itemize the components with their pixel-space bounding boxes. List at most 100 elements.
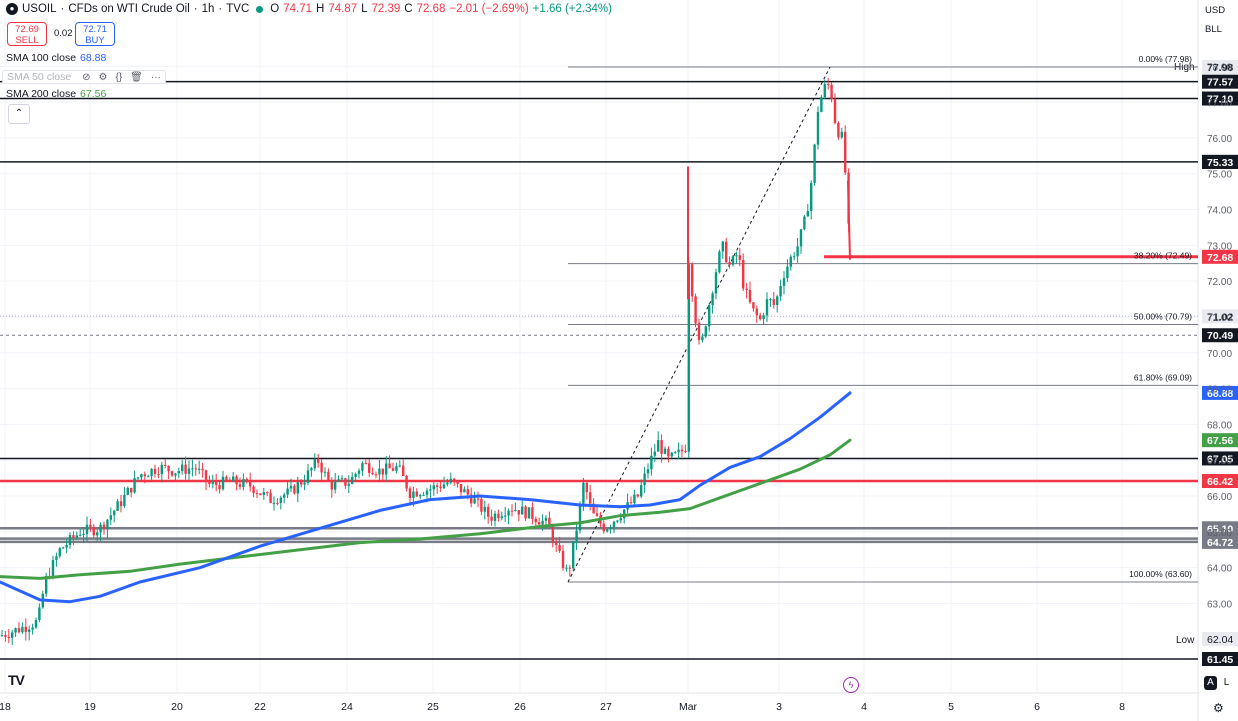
candle-body (218, 484, 221, 490)
x-tick-label: 27 (600, 701, 612, 713)
low-label: L (361, 3, 368, 15)
delete-icon[interactable]: 🗑 (130, 72, 143, 83)
sell-button[interactable]: 72.69 SELL (7, 22, 47, 46)
hide-icon[interactable]: ⊘ (82, 72, 91, 83)
candle-body (531, 507, 534, 519)
candle-body (286, 488, 289, 495)
candle-body (99, 524, 102, 533)
candle-body (38, 607, 41, 621)
candle-body (194, 468, 197, 470)
candle-body (820, 97, 823, 112)
indicator-sma100[interactable]: SMA 100 close 68.88 (6, 52, 106, 64)
candle-body (347, 483, 350, 486)
candle-body (738, 255, 741, 260)
candle-body (92, 526, 95, 536)
candle-body (68, 535, 72, 545)
candle-body (259, 493, 262, 495)
candle-body (680, 449, 684, 452)
axis-label: 71.02 (1207, 311, 1233, 323)
candle-body (446, 482, 449, 485)
low-value: 72.39 (371, 3, 401, 15)
sell-label: SELL (15, 35, 39, 46)
candle-body (187, 468, 191, 474)
candle-body (725, 241, 728, 263)
lightning-icon[interactable]: ϟ (843, 677, 859, 693)
candle-body (320, 462, 323, 473)
axis-label-bg (1202, 328, 1238, 343)
time-axis[interactable]: 18 19 20 22 24 25 26 27 Mar 3 4 5 6 8 (0, 701, 1125, 713)
y-tick-label: 72.00 (1207, 277, 1232, 288)
candle-body (116, 501, 119, 511)
open-label: O (270, 3, 280, 15)
symbol-interval: 1h (201, 3, 215, 15)
symbol-legend[interactable]: ● USOIL · CFDs on WTI Crude Oil · 1h · TVC … (6, 3, 612, 15)
candle-body (476, 498, 480, 500)
candle-body (140, 474, 143, 478)
candle-body (170, 471, 174, 476)
level-price-label-bg (1202, 651, 1238, 666)
candle-body (555, 543, 558, 545)
close-value: 72.68 (416, 3, 446, 15)
candle-body (62, 547, 65, 549)
candle-body (225, 476, 228, 481)
high-price-label-bg (1202, 60, 1238, 74)
candle-body (473, 498, 476, 504)
candle-body (769, 299, 772, 301)
candle-body (34, 620, 38, 628)
gear-icon[interactable]: ⚙ (1213, 701, 1224, 715)
x-tick-label: 3 (776, 701, 782, 713)
sma200-line (0, 438, 852, 580)
candle-body (782, 278, 786, 286)
candle-body (844, 131, 847, 173)
indicator-label: SMA 200 close (6, 88, 77, 100)
candle-body (249, 480, 252, 487)
unit-label[interactable]: BLL (1205, 24, 1222, 35)
candle-body (745, 288, 748, 290)
indicator-value: 68.88 (80, 52, 107, 64)
y-tick-label: 75.00 (1207, 170, 1232, 181)
y-tick-label: 63.00 (1207, 599, 1232, 610)
y-tick-label: 78.00 (1207, 62, 1232, 73)
candle-body (378, 468, 381, 475)
buy-button[interactable]: 72.71 BUY (75, 22, 115, 46)
auto-scale-button[interactable]: A (1204, 676, 1217, 690)
candle-body (663, 448, 667, 454)
candle-body (126, 487, 129, 495)
candle-body (653, 451, 656, 456)
indicator-sma200[interactable]: SMA 200 close 67.56 (6, 88, 106, 100)
candle-body (793, 256, 796, 258)
source-code-icon[interactable]: {} (115, 72, 123, 83)
x-tick-label: 26 (514, 701, 526, 713)
candle-body (735, 255, 738, 257)
candle-body (786, 266, 789, 279)
candle-body (164, 464, 167, 466)
candle-body (65, 544, 68, 548)
candle-body (17, 628, 21, 633)
candle-body (575, 530, 578, 542)
settings-icon[interactable]: ⚙ (98, 72, 108, 83)
collapse-legend-button[interactable]: ⌃ (8, 104, 30, 124)
candle-body (296, 482, 299, 494)
candle-body (582, 482, 585, 504)
indicator-sma50[interactable]: SMA 50 close ⊘ ⚙ {} 🗑 ··· (2, 70, 166, 84)
candle-body (85, 524, 89, 535)
candle-body (697, 323, 701, 341)
candle-body (493, 513, 497, 521)
candle-body (527, 507, 531, 519)
tradingview-logo[interactable]: TV (8, 672, 25, 688)
candle-body (776, 296, 779, 305)
last-candle (847, 180, 851, 260)
candle-body (415, 491, 418, 497)
candle-body (708, 305, 711, 327)
level-price-label: 77.57 (1207, 77, 1233, 89)
candle-body (408, 488, 412, 499)
price-axis[interactable]: 78.00 77.00 76.00 75.00 74.00 73.00 72.00 71.00… (1207, 62, 1232, 610)
log-scale-button[interactable]: L (1223, 677, 1230, 688)
candle-body (742, 259, 745, 289)
candle-body (748, 289, 752, 303)
more-icon[interactable]: ··· (150, 72, 161, 83)
candle-body (340, 478, 344, 480)
currency-label[interactable]: USD (1205, 5, 1226, 16)
candle-body (466, 489, 469, 495)
